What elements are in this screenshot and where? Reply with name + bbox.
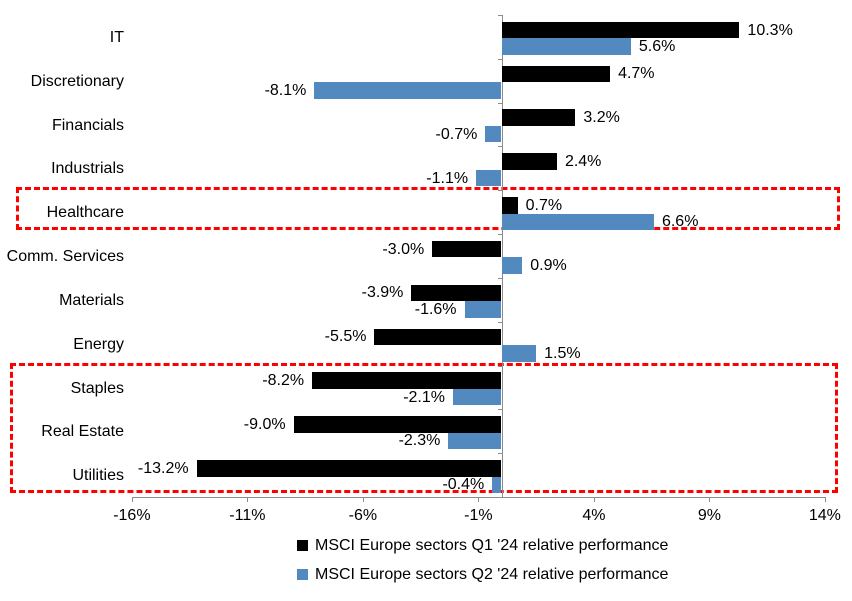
legend: MSCI Europe sectors Q1 '24 relative perf… (297, 536, 668, 594)
bar-value-label: -2.3% (398, 432, 441, 450)
bar-value-label: -5.5% (324, 328, 367, 346)
x-tick-label: -6% (348, 507, 378, 524)
category-label-financials: Financials (51, 116, 124, 134)
bar-value-label: -13.2% (137, 459, 189, 477)
x-tick-label: 4% (582, 507, 606, 524)
category-label-real-estate: Real Estate (41, 423, 124, 441)
bar-value-label: -2.1% (403, 388, 445, 406)
bar-value-label: -0.7% (435, 125, 478, 143)
x-tick-label: 14% (808, 507, 841, 524)
bar-q2-staples (452, 388, 502, 406)
x-tick (362, 497, 364, 503)
x-tick-label: -1% (464, 507, 493, 524)
bar-q2-comm-services (501, 257, 523, 274)
bar-q2-discretionary (314, 82, 502, 99)
y-axis (501, 15, 503, 498)
bar-q2-healthcare (501, 213, 654, 231)
y-axis-tick (497, 234, 503, 236)
bar-value-label: 3.2% (583, 109, 620, 127)
bar-q1-healthcare (501, 197, 518, 214)
category-label-energy: Energy (73, 335, 124, 353)
bar-value-label: -8.1% (264, 81, 307, 99)
x-tick (131, 497, 133, 503)
legend-swatch-q1 (297, 540, 308, 551)
bar-q1-financials (501, 109, 576, 126)
legend-label-q2: MSCI Europe sectors Q2 '24 relative perf… (315, 565, 669, 583)
category-label-it: IT (109, 29, 124, 46)
bar-value-label: 6.6% (661, 213, 699, 231)
y-axis-tick (497, 365, 503, 367)
category-label-discretionary: Discretionary (30, 72, 124, 90)
bar-q2-utilities (492, 476, 502, 493)
bar-value-label: 4.7% (618, 65, 655, 83)
bar-value-label: -3.9% (361, 284, 404, 302)
legend-item-q2: MSCI Europe sectors Q2 '24 relative perf… (297, 565, 668, 584)
bar-value-label: 0.9% (530, 257, 567, 275)
bar-value-label: 10.3% (747, 21, 793, 39)
x-tick-label: -16% (113, 507, 151, 524)
y-axis-tick (497, 277, 503, 279)
bar-q1-it (501, 21, 740, 39)
healthcare-highlight (16, 187, 840, 231)
bar-value-label: -1.6% (414, 300, 457, 318)
bar-value-label: 1.5% (544, 344, 581, 362)
bar-q1-staples (312, 372, 502, 389)
category-label-staples: Staples (70, 379, 124, 397)
bar-q1-materials (411, 284, 502, 302)
y-axis-tick (497, 321, 503, 323)
x-tick-label: -11% (229, 507, 266, 524)
y-axis-tick (497, 453, 503, 455)
bar-value-label: 5.6% (638, 38, 676, 56)
bar-q1-comm-services (432, 240, 502, 258)
defensives-highlight (10, 362, 838, 493)
category-label-materials: Materials (59, 291, 124, 309)
category-label-utilities: Utilities (72, 467, 124, 485)
y-axis-tick (497, 15, 503, 16)
bar-value-label: -1.1% (426, 169, 469, 187)
category-label-industrials: Industrials (51, 160, 124, 178)
bar-q2-financials (485, 125, 502, 143)
bar-value-label: 0.7% (525, 196, 563, 214)
bar-q1-energy (374, 328, 502, 346)
y-axis-tick (497, 190, 503, 192)
y-axis-tick (497, 102, 503, 104)
bar-q1-discretionary (501, 65, 611, 83)
category-label-healthcare: Healthcare (46, 204, 124, 222)
y-axis-tick (497, 146, 503, 148)
bar-q2-it (501, 38, 631, 55)
legend-item-q1: MSCI Europe sectors Q1 '24 relative perf… (297, 536, 668, 555)
legend-swatch-q2 (297, 569, 308, 580)
bar-value-label: -0.4% (442, 476, 485, 494)
x-tick-label: 9% (697, 507, 721, 524)
bar-q2-energy (501, 345, 537, 362)
x-tick (247, 497, 249, 503)
bar-q1-industrials (501, 153, 557, 170)
y-axis-tick (497, 409, 503, 411)
bar-q2-materials (464, 301, 502, 318)
bar-q2-industrials (476, 169, 502, 187)
x-tick (593, 497, 595, 503)
x-tick (709, 497, 711, 503)
y-axis-tick (497, 58, 503, 60)
x-tick (824, 497, 826, 503)
bar-q2-real-estate (448, 432, 502, 450)
legend-label-q1: MSCI Europe sectors Q1 '24 relative perf… (315, 536, 669, 554)
bar-q1-real-estate (293, 416, 502, 433)
bar-q1-utilities (196, 460, 502, 477)
bar-value-label: 2.4% (564, 153, 602, 170)
category-label-comm-services: Comm. Services (6, 248, 124, 266)
y-axis-tick (497, 497, 503, 499)
x-tick (478, 497, 480, 503)
bar-value-label: -8.2% (262, 372, 305, 390)
bar-value-label: -3.0% (382, 240, 425, 258)
bar-value-label: -9.0% (243, 415, 286, 433)
